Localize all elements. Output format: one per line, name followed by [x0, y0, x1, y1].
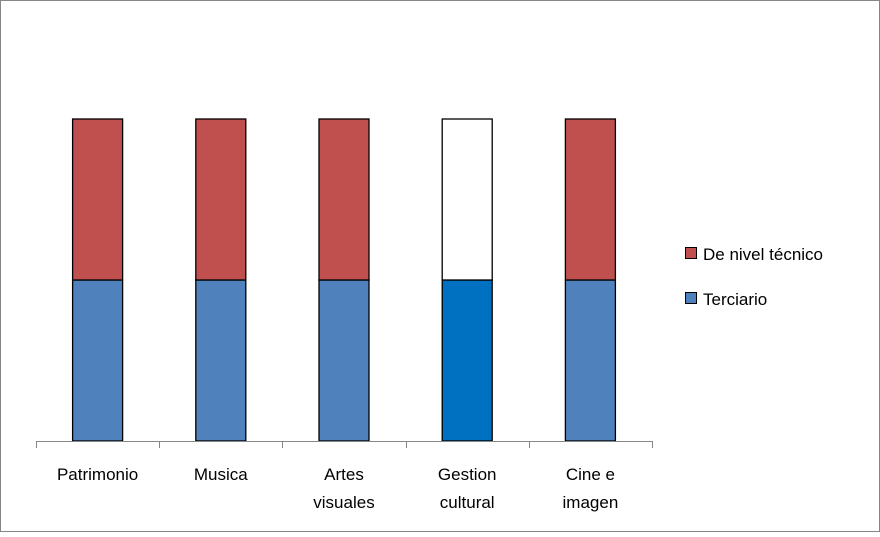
x-axis: Patrimonio Musica Artes visuales Gestion cult…	[36, 441, 653, 512]
legend: De nivel técnico Terciario	[685, 245, 823, 309]
x-tick-label-3-0: Gestion	[438, 465, 497, 484]
legend-label-0: Terciario	[703, 290, 767, 309]
x-tick-label-2-0: Artes	[324, 465, 364, 484]
legend-swatch-0	[685, 292, 697, 304]
x-tick-label-3-1: cultural	[440, 493, 495, 512]
legend-label-1: De nivel técnico	[703, 245, 823, 264]
legend-swatch-1	[685, 247, 697, 259]
x-tick-label-2-1: visuales	[313, 493, 374, 512]
bar-segment-terciario-2	[318, 279, 370, 442]
bar-segment-terciario-1	[195, 279, 247, 442]
bar-segment-de-nivel-tecnico-4	[564, 118, 617, 281]
plot-area	[71, 118, 617, 442]
x-tick-label-0-0: Patrimonio	[57, 465, 138, 484]
bar-segment-terciario-3	[441, 279, 493, 442]
bar-segment-terciario-4	[564, 279, 617, 442]
x-tick-label-1-0: Musica	[194, 465, 248, 484]
bar-segment-terciario-0	[71, 279, 124, 442]
bar-segment-de-nivel-tecnico-0	[71, 118, 124, 281]
x-tick-label-4-0: Cine e	[566, 465, 615, 484]
bar-segment-de-nivel-tecnico-3	[441, 118, 493, 281]
x-tick-label-4-1: imagen	[563, 493, 619, 512]
bar-segment-de-nivel-tecnico-2	[318, 118, 370, 281]
bar-segment-de-nivel-tecnico-1	[195, 118, 247, 281]
